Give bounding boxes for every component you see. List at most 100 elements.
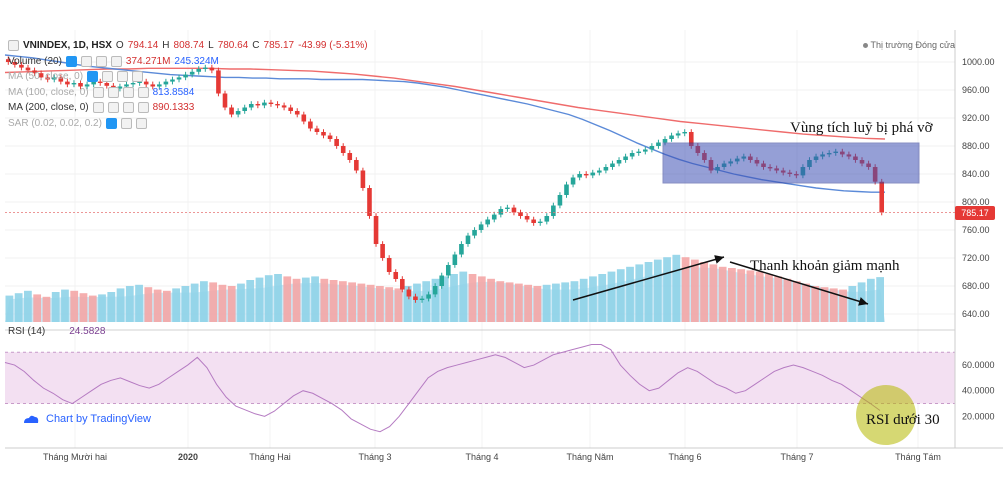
volume-bar bbox=[153, 289, 162, 322]
indicator-row-ma200[interactable]: MA (200, close, 0) 890.1333 bbox=[8, 100, 368, 116]
indicator-row-ma100[interactable]: MA (100, close, 0) 813.8584 bbox=[8, 85, 368, 101]
candle-body bbox=[564, 184, 569, 195]
volume-bar bbox=[255, 277, 264, 322]
volume-bar bbox=[468, 274, 477, 322]
volume-bars bbox=[5, 254, 885, 322]
brand-label: Chart by TradingView bbox=[46, 413, 151, 425]
settings-icon[interactable] bbox=[80, 55, 92, 67]
volume-bar bbox=[329, 280, 338, 322]
candle-body bbox=[465, 235, 471, 244]
axes: 1000.00 960.00 920.00 880.00 840.00 800.00 760… bbox=[5, 30, 1003, 462]
volume-bar bbox=[616, 269, 625, 322]
rsi-highlight-circle bbox=[856, 385, 916, 445]
candle-body bbox=[610, 163, 615, 167]
candle-body bbox=[130, 83, 136, 85]
visibility-icon[interactable] bbox=[87, 71, 99, 83]
volume-bar bbox=[653, 259, 662, 322]
candle-body bbox=[51, 77, 57, 80]
visibility-icon[interactable] bbox=[92, 86, 104, 98]
candle-body bbox=[19, 64, 24, 68]
candle-body bbox=[590, 172, 596, 176]
arrow-up bbox=[572, 255, 725, 301]
time-tick-label: Tháng 3 bbox=[358, 452, 391, 462]
settings-icon[interactable] bbox=[107, 102, 119, 114]
candle-body bbox=[334, 139, 339, 146]
visibility-icon[interactable] bbox=[65, 55, 77, 67]
visibility-icon[interactable] bbox=[92, 102, 104, 114]
close-icon[interactable] bbox=[122, 86, 134, 98]
candle-body bbox=[669, 135, 674, 139]
candle-body bbox=[91, 81, 96, 85]
candle-body bbox=[531, 219, 536, 223]
candle-body bbox=[58, 77, 64, 82]
candle-body bbox=[275, 104, 280, 106]
settings-icon[interactable] bbox=[120, 117, 132, 129]
candle-body bbox=[419, 298, 425, 300]
candlesticks bbox=[5, 56, 885, 303]
volume-bar bbox=[487, 278, 495, 322]
candle-body bbox=[472, 230, 477, 236]
volume-bar bbox=[589, 276, 597, 322]
candle-body bbox=[459, 244, 464, 255]
indicator-legend: VNINDEX, 1D, HSX O 794.14 H 808.74 L 780.64… bbox=[8, 38, 368, 131]
close-value: 785.17 bbox=[263, 40, 295, 51]
volume-bar bbox=[450, 274, 458, 322]
settings-icon[interactable] bbox=[102, 71, 114, 83]
candle-body bbox=[393, 272, 399, 279]
candle-body bbox=[498, 209, 504, 215]
candle-body bbox=[662, 139, 668, 143]
volume-bar bbox=[125, 286, 134, 322]
settings-icon[interactable] bbox=[107, 86, 119, 98]
visibility-icon[interactable] bbox=[105, 117, 117, 129]
volume-bar bbox=[746, 270, 755, 322]
more-icon[interactable] bbox=[110, 55, 122, 67]
indicator-row-sar[interactable]: SAR (0.02, 0.02, 0.2) bbox=[8, 116, 368, 132]
candle-body bbox=[524, 216, 530, 220]
time-tick-label: Tháng 4 bbox=[465, 452, 498, 462]
volume-bar bbox=[839, 289, 847, 322]
candle-body bbox=[196, 69, 202, 72]
close-icon[interactable] bbox=[135, 117, 147, 129]
volume-bar bbox=[774, 276, 783, 322]
candle-body bbox=[505, 207, 510, 209]
indicator-row-volume[interactable]: Volume (20) 374.271M 245.324M bbox=[8, 54, 368, 70]
candle-body bbox=[209, 67, 215, 71]
candle-body bbox=[603, 167, 609, 171]
candle-body bbox=[649, 146, 655, 150]
more-icon[interactable] bbox=[137, 86, 149, 98]
tradingview-brand[interactable]: Chart by TradingView bbox=[22, 413, 151, 425]
volume-bar bbox=[570, 281, 579, 322]
candle-body bbox=[688, 132, 694, 146]
candle-body bbox=[38, 73, 44, 78]
rsi-legend: RSI (14) 24.5828 bbox=[8, 326, 105, 337]
close-icon[interactable] bbox=[95, 55, 107, 67]
indicator-row-ma50[interactable]: MA (50, close, 0) bbox=[8, 69, 368, 85]
market-status: Thị trường Đóng cửa bbox=[862, 40, 955, 50]
candle-body bbox=[656, 142, 661, 146]
volume-bar bbox=[98, 294, 106, 322]
close-icon[interactable] bbox=[117, 71, 129, 83]
volume-bar bbox=[320, 278, 329, 322]
volume-bar bbox=[237, 283, 245, 322]
candle-body bbox=[347, 153, 353, 160]
rsi-line bbox=[4, 344, 916, 445]
volume-bar bbox=[144, 287, 153, 322]
collapse-icon[interactable] bbox=[8, 40, 19, 52]
time-tick-label: Tháng Tám bbox=[895, 452, 941, 462]
close-label: C bbox=[252, 40, 260, 51]
price-tick-label: 720.00 bbox=[962, 253, 990, 263]
more-icon[interactable] bbox=[137, 102, 149, 114]
volume-bar bbox=[403, 286, 412, 322]
rsi-band-area bbox=[5, 352, 955, 404]
candle-body bbox=[537, 221, 543, 223]
indicator-label: MA (50, close, 0) bbox=[8, 71, 84, 82]
close-icon[interactable] bbox=[122, 102, 134, 114]
candle-body bbox=[97, 81, 103, 83]
volume-bar bbox=[283, 276, 292, 322]
candle-body bbox=[570, 177, 576, 185]
candle-body bbox=[380, 244, 385, 258]
volume-bar bbox=[135, 284, 143, 322]
candle-body bbox=[439, 275, 445, 286]
volume-bar bbox=[607, 271, 616, 322]
more-icon[interactable] bbox=[132, 71, 144, 83]
